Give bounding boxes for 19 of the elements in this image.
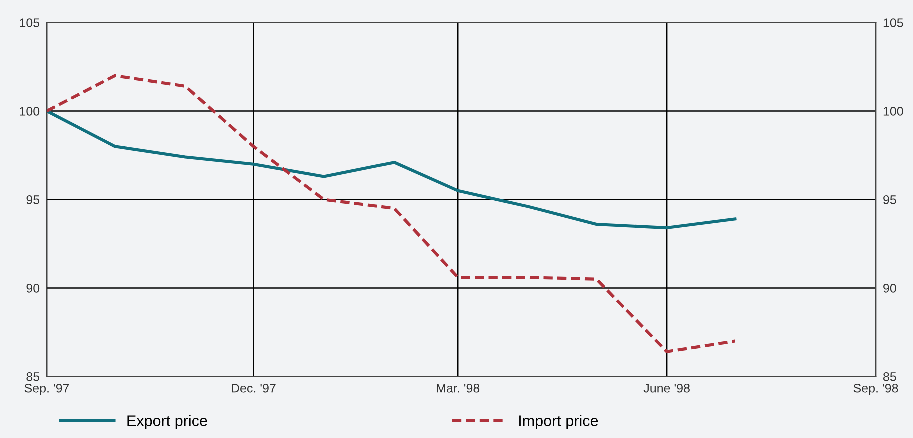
x-tick-label: Sep. '97	[24, 384, 70, 396]
y-tick-label: 95	[26, 196, 40, 204]
y-tick-label: 90	[26, 284, 40, 293]
legend-label: Import price	[520, 415, 598, 430]
line-series	[47, 110, 737, 230]
y2-tick-label: 105	[884, 18, 904, 28]
x-tick-label: Sep. '98	[854, 384, 898, 396]
y2-tick-label: 100	[884, 107, 904, 116]
line-series	[47, 74, 737, 354]
y2-tick-label: 90	[884, 284, 896, 293]
y2-tick-label: 85	[884, 372, 896, 382]
x-tick-label: Dec. '97	[232, 384, 276, 393]
legend-label: Export price	[128, 415, 208, 430]
x-tick-label: June '98	[644, 384, 690, 393]
y2-tick-label: 95	[884, 196, 896, 204]
x-tick-label: Mar. '98	[437, 384, 480, 393]
y-tick-label: 105	[20, 18, 40, 28]
y-tick-label: 100	[20, 107, 40, 116]
y-tick-label: 85	[26, 372, 40, 382]
